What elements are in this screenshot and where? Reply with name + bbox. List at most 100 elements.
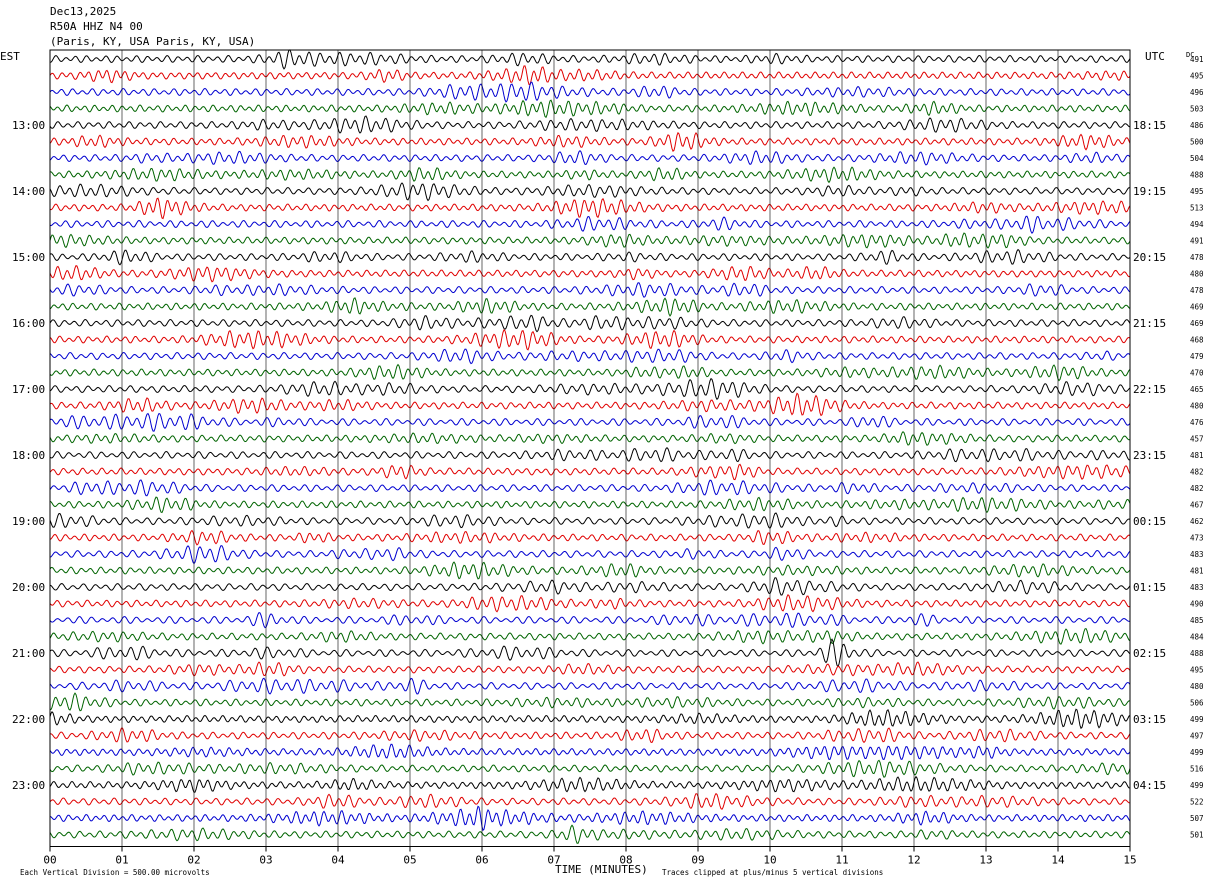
dc-offset-value: 480 [1190,682,1204,691]
dc-offset-value: 503 [1190,105,1204,114]
dc-offset-value: 496 [1190,88,1204,97]
dc-offset-value: 491 [1190,55,1204,64]
trace-line [49,329,1131,351]
trace-line [49,232,1131,249]
left-hour-label: 14:00 [12,185,45,198]
dc-offset-value: 488 [1190,171,1204,180]
dc-offset-value: 481 [1190,567,1204,576]
trace-line [49,297,1131,317]
scale-note: Each Vertical Division = 500.00 microvol… [20,868,210,877]
dc-offset-value: 483 [1190,583,1204,592]
right-hour-label: 22:15 [1133,383,1166,396]
trace-line [49,512,1131,529]
trace-line [49,215,1131,234]
trace-line [49,363,1131,382]
x-tick-label: 01 [115,854,128,867]
x-tick-label: 04 [331,854,345,867]
dc-offset-value: 497 [1190,732,1204,741]
dc-offset-value: 478 [1190,286,1204,295]
left-hour-label: 13:00 [12,119,45,132]
dc-offset-value: 465 [1190,385,1204,394]
trace-line [49,692,1131,712]
dc-offset-value: 486 [1190,121,1204,130]
trace-line [49,197,1131,220]
trace-line [49,392,1131,417]
trace-line [49,115,1131,134]
trace-line [49,627,1131,645]
left-hour-label: 19:00 [12,515,45,528]
trace-line [49,65,1131,86]
x-tick-label: 00 [43,854,56,867]
trace-line [49,577,1131,596]
x-tick-label: 07 [547,854,560,867]
grid-layer [49,49,1131,852]
dc-offset-value: 467 [1190,501,1204,510]
right-hour-label: 21:15 [1133,317,1166,330]
right-hour-label: 02:15 [1133,647,1166,660]
trace-line [49,348,1131,365]
left-hour-label: 17:00 [12,383,45,396]
right-hour-label: 19:15 [1133,185,1166,198]
trace-line [49,529,1131,546]
dc-offset-value: 499 [1190,715,1204,724]
trace-line [49,166,1131,184]
dc-offset-value: 482 [1190,484,1204,493]
left-hour-label: 20:00 [12,581,45,594]
trace-line [49,412,1131,432]
trace-line [49,447,1131,463]
dc-offset-value: 470 [1190,369,1204,378]
dc-offset-value: 469 [1190,319,1204,328]
dc-header-label: DC [1186,51,1194,59]
trace-line [49,792,1131,810]
x-tick-label: 09 [691,854,704,867]
right-hour-label: 00:15 [1133,515,1166,528]
x-tick-label: 15 [1123,854,1136,867]
label-layer: 00 01 02 03 04 05 06 07 08 09 10 11 12 13 14 15 13:00 14:… [12,55,1204,867]
trace-line [49,775,1131,793]
trace-line [49,182,1131,202]
right-hour-label: 01:15 [1133,581,1166,594]
header-station: R50A HHZ N4 00 [50,20,143,33]
x-tick-label: 14 [1051,854,1065,867]
clip-note: Traces clipped at plus/minus 5 vertical … [662,868,883,877]
trace-line [49,708,1131,730]
x-tick-label: 10 [763,854,776,867]
dc-offset-value: 516 [1190,765,1204,774]
trace-line [49,496,1131,514]
dc-offset-value: 476 [1190,418,1204,427]
dc-offset-value: 513 [1190,204,1204,213]
dc-offset-value: 522 [1190,798,1204,807]
left-hour-label: 22:00 [12,713,45,726]
trace-line [49,561,1131,580]
right-hour-label: 18:15 [1133,119,1166,132]
trace-line [49,377,1131,401]
dc-offset-value: 495 [1190,187,1204,196]
trace-line [49,638,1131,668]
trace-line [49,661,1131,677]
trace-line [49,759,1131,778]
left-hour-label: 18:00 [12,449,45,462]
dc-offset-value: 484 [1190,633,1204,642]
dc-offset-value: 504 [1190,154,1204,163]
x-tick-label: 11 [835,854,848,867]
trace-line [49,49,1131,70]
right-hour-label: 20:15 [1133,251,1166,264]
dc-offset-value: 500 [1190,138,1204,147]
dc-offset-value: 499 [1190,748,1204,757]
dc-offset-value: 506 [1190,699,1204,708]
right-hour-label: 23:15 [1133,449,1166,462]
dc-offset-value: 469 [1190,303,1204,312]
trace-line [49,282,1131,298]
dc-offset-value: 480 [1190,402,1204,411]
trace-line [49,743,1131,761]
trace-line [49,131,1131,153]
x-tick-label: 05 [403,854,416,867]
dc-offset-value: 494 [1190,220,1204,229]
dc-offset-value: 462 [1190,517,1204,526]
left-hour-label: 15:00 [12,251,45,264]
trace-line [49,545,1131,565]
plot-frame [49,49,1131,847]
dc-offset-value: 468 [1190,336,1204,345]
trace-line [49,612,1131,629]
trace-layer [49,49,1131,844]
